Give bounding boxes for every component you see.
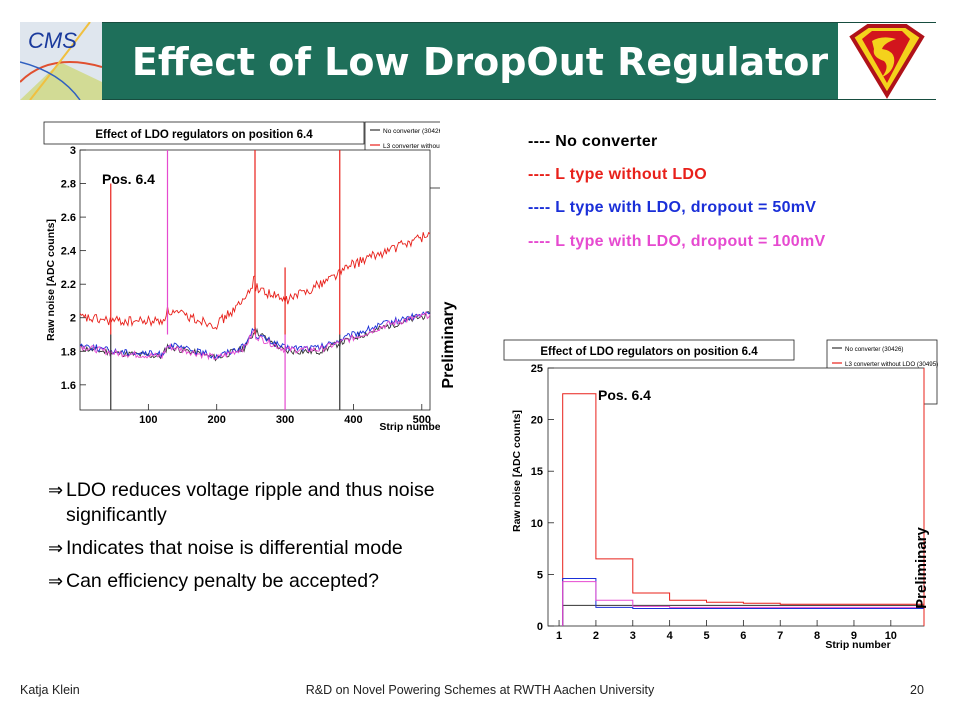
bullet-item: ⇒ Indicates that noise is differential m…: [48, 536, 466, 561]
bullet-item: ⇒ LDO reduces voltage ripple and thus no…: [48, 478, 466, 528]
chart-1-ytick-label: 2.6: [61, 212, 76, 224]
chart-2-xtick-label: 2: [593, 630, 599, 642]
legend-line-ldo-50mv: ---- L type with LDO, dropout = 50mV: [528, 199, 817, 216]
chart-1-ytick-label: 3: [70, 145, 76, 157]
chart-2-legend-label: No converter (30426): [845, 346, 903, 353]
chart-2-xtick-label: 6: [740, 630, 746, 642]
chart-2-series-line: [562, 604, 925, 626]
chart-2-xtick-label: 8: [814, 630, 820, 642]
chart-1-legend-label: L3 converter without LDO (30495): [383, 143, 440, 150]
chart-2-xtick-label: 1: [556, 630, 562, 642]
bullet-text: Indicates that noise is differential mod…: [66, 537, 403, 559]
chart-2-title: Effect of LDO regulators on position 6.4: [540, 346, 758, 358]
bullet-list: ⇒ LDO reduces voltage ripple and thus no…: [48, 478, 466, 602]
chart-2-xtick-label: 9: [851, 630, 857, 642]
chart-1-ytick-label: 2: [70, 313, 76, 325]
chart-2-ytick-label: 10: [531, 518, 543, 530]
footer-title: R&D on Novel Powering Schemes at RWTH Aa…: [305, 683, 655, 697]
chart-1-annotation: Pos. 6.4: [102, 171, 155, 187]
chart-2-xtick-label: 4: [667, 630, 674, 642]
chart-1-ytick-label: 1.6: [61, 380, 76, 392]
implies-arrow-icon: ⇒: [48, 571, 64, 591]
chart-2-ytick-label: 5: [537, 569, 543, 581]
chart-1-xtick-label: 200: [208, 414, 226, 426]
chart-1-ytick-label: 2.2: [61, 279, 76, 291]
chart-1-xtick-label: 100: [139, 414, 157, 426]
bullet-item: ⇒ Can efficiency penalty be accepted?: [48, 569, 466, 594]
chart-2-ytick-label: 25: [531, 363, 543, 375]
chart-1-ylabel: Raw noise [ADC counts]: [45, 219, 57, 341]
chart-1-legend-label: No converter (30426): [383, 128, 440, 135]
footer-author: Katja Klein: [20, 683, 80, 697]
chart-2-xtick-label: 5: [703, 630, 709, 642]
chart-2-ytick-label: 15: [531, 466, 543, 478]
chart-1-xlabel: Strip number: [379, 421, 440, 433]
svg-text:CMS: CMS: [28, 28, 77, 53]
chart-1: Effect of LDO regulators on position 6.4…: [40, 118, 440, 438]
chart-2: Effect of LDO regulators on position 6.4…: [500, 336, 940, 656]
chart-1-xtick-label: 500: [413, 414, 431, 426]
legend-line-no-converter: ---- No converter: [528, 133, 658, 150]
chart-2-title-box: [503, 339, 795, 361]
chart-2-xlabel: Strip number: [825, 639, 890, 651]
chart-1-watermark-text: Preliminary: [440, 301, 457, 388]
chart-2-annotation: Pos. 6.4: [598, 387, 651, 403]
chart-1-title-box: [43, 121, 365, 145]
chart-2-ytick-label: 0: [537, 621, 543, 633]
cms-logo-icon: CMS: [20, 22, 102, 100]
legend-line-ldo-100mv: ---- L type with LDO, dropout = 100mV: [528, 233, 826, 250]
bullet-text: Can efficiency penalty be accepted?: [66, 570, 379, 592]
chart-1-ytick-label: 2.4: [61, 246, 77, 258]
superman-shield-icon: [838, 23, 936, 99]
chart-1-xtick-label: 400: [344, 414, 362, 426]
chart-1-watermark-holder: Preliminary: [440, 301, 457, 388]
title-bar: [20, 22, 936, 100]
chart-1-ytick-label: 2.8: [61, 179, 76, 191]
bullet-text: LDO reduces voltage ripple and thus nois…: [66, 479, 435, 526]
legend-line-l-type-without-ldo: ---- L type without LDO: [528, 166, 708, 183]
chart-2-plot-area: [547, 367, 925, 627]
chart-1-ytick-label: 1.8: [61, 346, 76, 358]
chart-2-series-line: [562, 581, 925, 626]
chart-2-xtick-label: 10: [885, 630, 897, 642]
chart-2-xtick-label: 7: [777, 630, 783, 642]
chart-2-ylabel: Raw noise [ADC counts]: [511, 410, 523, 532]
chart-2-legend-label: L3 converter without LDO (30495): [845, 361, 938, 368]
chart-1-xtick-label: 300: [276, 414, 294, 426]
chart-2-ytick-label: 20: [531, 415, 543, 427]
chart-1-title: Effect of LDO regulators on position 6.4: [95, 129, 313, 141]
chart-2-watermark: Preliminary: [913, 526, 930, 608]
page-title: Effect of Low DropOut Regulator: [131, 40, 829, 84]
chart-2-xtick-label: 3: [630, 630, 636, 642]
implies-arrow-icon: ⇒: [48, 480, 64, 500]
chart-2-series-line: [562, 393, 925, 626]
implies-arrow-icon: ⇒: [48, 538, 64, 558]
footer-page-number: 20: [910, 683, 924, 697]
